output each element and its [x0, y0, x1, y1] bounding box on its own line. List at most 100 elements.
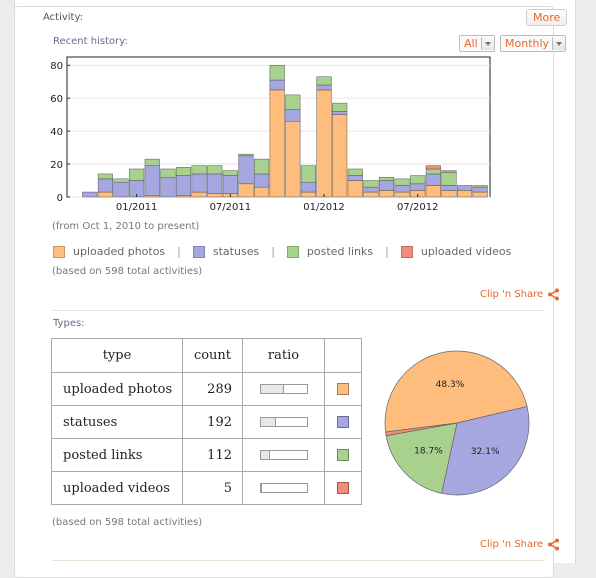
bar-segment: [238, 155, 254, 185]
clip-share-label: Clip 'n Share: [480, 539, 544, 550]
bar-segment: [300, 165, 316, 183]
chart-legend: uploaded photos | statuses | posted links |…: [53, 245, 511, 258]
bar-segment: [441, 190, 457, 198]
legend-swatch-links: [286, 245, 299, 258]
x-tick-label: 07/2011: [210, 202, 252, 213]
legend-swatch-photos: [53, 245, 65, 258]
bar-segment: [363, 180, 379, 188]
color-swatch: [337, 482, 349, 494]
ratio-bar: [259, 417, 308, 427]
bar-segment: [191, 191, 207, 198]
x-tick-label: 01/2011: [116, 202, 158, 213]
y-tick-label: 40: [50, 127, 63, 138]
pie-slice: [385, 422, 458, 494]
header-count: count: [182, 338, 243, 373]
bar-segment: [425, 185, 441, 198]
bar-segment: [300, 191, 316, 198]
legend-separator: |: [271, 245, 275, 258]
period-filter-value: Monthly: [505, 37, 550, 50]
row-count: 289: [182, 372, 243, 406]
pie-slice-label: 18.7%: [414, 446, 443, 456]
pie-slice: [385, 422, 458, 437]
bar-segment: [207, 173, 223, 194]
row-type: uploaded videos: [51, 471, 183, 505]
bar-segment: [285, 120, 301, 198]
recent-history-label: Recent history:: [53, 36, 128, 47]
activity-label: Activity:: [43, 12, 84, 23]
section-divider: [52, 560, 544, 561]
y-tick-label: 80: [50, 61, 63, 72]
row-count: 5: [182, 471, 243, 505]
bar-segment: [472, 186, 488, 193]
legend-separator: |: [177, 245, 181, 258]
bar-segment: [425, 165, 441, 170]
y-tick-label: 20: [50, 160, 63, 171]
table-row: uploaded photos 289: [51, 372, 362, 406]
bar-segment: [332, 111, 348, 115]
bar-segment: [144, 165, 160, 196]
bar-segment: [222, 170, 238, 176]
more-button[interactable]: More: [526, 9, 568, 26]
y-tick-label: 60: [50, 94, 63, 105]
bar-segment: [160, 176, 176, 198]
bar-segment: [316, 76, 332, 86]
clip-share-link-activity[interactable]: Clip 'n Share: [480, 288, 560, 301]
bar-segment: [441, 170, 457, 173]
header-ratio: ratio: [242, 338, 325, 373]
bar-segment: [347, 168, 363, 176]
legend-links: posted links: [306, 245, 374, 258]
bar-segment: [441, 172, 457, 186]
ratio-bar-fill: [260, 451, 271, 459]
bar-segment: [175, 167, 192, 176]
section-divider: [52, 310, 544, 311]
legend-separator: |: [385, 245, 389, 258]
table-row: statuses 192: [51, 405, 362, 439]
ratio-bar: [259, 483, 308, 493]
clip-share-link-types[interactable]: Clip 'n Share: [480, 538, 560, 551]
bar-segment: [394, 178, 410, 186]
x-tick-label: 01/2012: [303, 202, 345, 213]
bar-segment: [378, 176, 395, 181]
bar-segment: [254, 186, 270, 198]
bar-segment: [332, 114, 348, 198]
pie-slice: [441, 406, 530, 496]
types-basis-note: (based on 598 total activities): [52, 517, 203, 528]
bar-segment: [207, 193, 223, 198]
header-type: type: [51, 338, 183, 373]
bar-segment: [441, 185, 457, 191]
bar-segment: [285, 109, 301, 122]
chevron-down-icon: [480, 37, 494, 50]
row-count: 112: [182, 438, 243, 472]
bar-segment: [113, 178, 129, 183]
types-label: Types:: [53, 318, 85, 329]
bar-segment: [238, 183, 254, 198]
x-tick-label: 07/2012: [397, 202, 439, 213]
row-type: posted links: [51, 438, 183, 472]
bar-segment: [191, 173, 207, 193]
clip-share-label: Clip 'n Share: [480, 289, 544, 300]
bar-segment: [238, 153, 254, 157]
table-row: uploaded videos 5: [51, 471, 362, 505]
ratio-bar: [259, 450, 308, 460]
bar-segment: [425, 173, 441, 186]
pie-slice-label: 32.1%: [471, 447, 500, 457]
types-pie-chart: 48.3% 32.1% 18.7%: [384, 350, 530, 496]
activity-basis-note: (based on 598 total activities): [52, 266, 203, 277]
type-filter-select[interactable]: All: [459, 35, 495, 52]
ratio-bar-fill: [260, 418, 277, 426]
bar-segment: [175, 175, 192, 196]
bar-segment: [378, 180, 395, 191]
bar-segment: [457, 185, 473, 191]
legend-swatch-videos: [400, 245, 413, 258]
legend-statuses: statuses: [212, 245, 260, 258]
ratio-bar-fill: [260, 385, 284, 393]
bar-segment: [207, 165, 223, 175]
bar-segment: [410, 175, 426, 185]
period-filter-select[interactable]: Monthly: [500, 35, 567, 52]
legend-photos: uploaded photos: [73, 245, 166, 258]
bar-segment: [394, 191, 410, 198]
row-type: statuses: [51, 405, 183, 439]
color-swatch: [337, 449, 349, 461]
bar-segment: [410, 183, 426, 191]
bar-segment: [269, 64, 285, 81]
